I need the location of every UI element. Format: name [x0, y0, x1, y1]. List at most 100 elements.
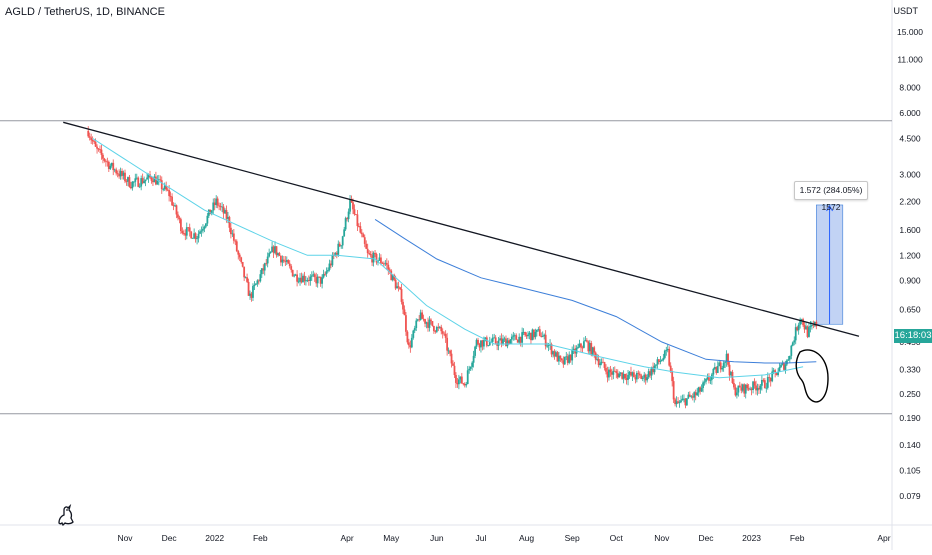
candle-body	[637, 372, 640, 374]
x-tick-label: Jun	[430, 533, 444, 543]
candle-body	[213, 202, 216, 205]
candle-body	[613, 370, 616, 372]
candle-body	[793, 340, 796, 343]
candle-body	[231, 233, 234, 235]
candle-body	[150, 177, 153, 181]
candle-body	[784, 364, 787, 370]
candle-body	[325, 271, 328, 275]
y-tick-label: 4.500	[899, 133, 921, 143]
candle-body	[166, 189, 169, 191]
candle-body	[249, 293, 251, 296]
candle-body	[627, 374, 629, 380]
tradingview-logo-icon[interactable]	[56, 503, 76, 531]
candle-body	[178, 217, 181, 220]
candle-body	[350, 199, 353, 203]
candle-body	[474, 346, 476, 356]
y-tick-label: 1.600	[899, 225, 921, 235]
candle-body	[116, 173, 119, 175]
candle-body	[457, 379, 460, 385]
candle-body	[193, 233, 196, 239]
candle-body	[625, 378, 628, 380]
candle-body	[752, 381, 754, 390]
candle-body	[728, 364, 731, 376]
candle-body	[702, 382, 704, 389]
candle-body	[755, 385, 757, 391]
candle-body	[405, 315, 407, 332]
candle-body	[159, 179, 162, 181]
candle-body	[402, 301, 404, 310]
candle-body	[355, 214, 357, 216]
candle-body	[590, 343, 593, 356]
candle-body	[88, 136, 91, 138]
candle-body	[335, 252, 338, 255]
candle-body	[756, 387, 759, 391]
candle-body	[597, 359, 600, 366]
x-tick-label: Nov	[117, 533, 133, 543]
candle-body	[347, 211, 350, 220]
moving-average-fast	[92, 137, 804, 379]
candle-body	[568, 354, 571, 363]
candle-body	[215, 198, 218, 205]
candle-body	[731, 371, 734, 383]
candle-body	[552, 351, 554, 355]
candle-body	[508, 340, 510, 344]
candle-body	[284, 261, 287, 262]
candle-body	[163, 185, 166, 190]
y-tick-label: 0.250	[899, 389, 921, 399]
candle-body	[237, 251, 240, 255]
candle-body	[403, 309, 406, 316]
candle-body	[596, 359, 599, 360]
candle-body	[635, 372, 638, 380]
candle-body	[296, 274, 298, 282]
candle-body	[513, 335, 516, 337]
candle-body	[353, 209, 356, 215]
x-tick-label: 2022	[205, 533, 224, 543]
candle-body	[134, 178, 137, 182]
candle-body	[406, 331, 409, 343]
candle-body	[580, 343, 582, 348]
candle-body	[253, 284, 256, 287]
candle-body	[437, 327, 440, 328]
candle-body	[640, 375, 643, 380]
candle-body	[435, 327, 438, 332]
candle-body	[581, 347, 584, 349]
candle-body	[204, 223, 207, 227]
candle-body	[132, 181, 135, 183]
candle-body	[712, 368, 715, 375]
candle-body	[446, 337, 449, 351]
candle-body	[299, 277, 301, 282]
candle-body	[768, 377, 771, 378]
candle-body	[560, 358, 563, 361]
candle-body	[369, 254, 372, 256]
candle-body	[538, 329, 541, 336]
candle-body	[234, 240, 237, 242]
candle-body	[238, 254, 241, 258]
candle-body	[615, 371, 618, 374]
candle-body	[97, 148, 100, 150]
candle-body	[222, 206, 225, 214]
candle-body	[699, 387, 702, 392]
x-tick-label: Dec	[162, 533, 178, 543]
candle-body	[697, 387, 700, 393]
candle-body	[687, 394, 690, 399]
candle-body	[477, 339, 479, 345]
candle-body	[656, 359, 659, 365]
candle-body	[688, 394, 691, 397]
candle-body	[447, 350, 450, 352]
candle-body	[466, 370, 469, 385]
candle-body	[378, 257, 381, 261]
candle-body	[512, 335, 515, 337]
candle-body	[362, 234, 365, 238]
candle-body	[421, 312, 424, 319]
candle-body	[263, 263, 266, 271]
candle-body	[319, 276, 322, 284]
candle-body	[641, 377, 644, 380]
candle-body	[113, 169, 116, 171]
candle-body	[385, 262, 388, 265]
candle-body	[240, 257, 243, 262]
candle-body	[534, 331, 537, 338]
candle-body	[806, 326, 809, 337]
candle-body	[313, 274, 316, 278]
